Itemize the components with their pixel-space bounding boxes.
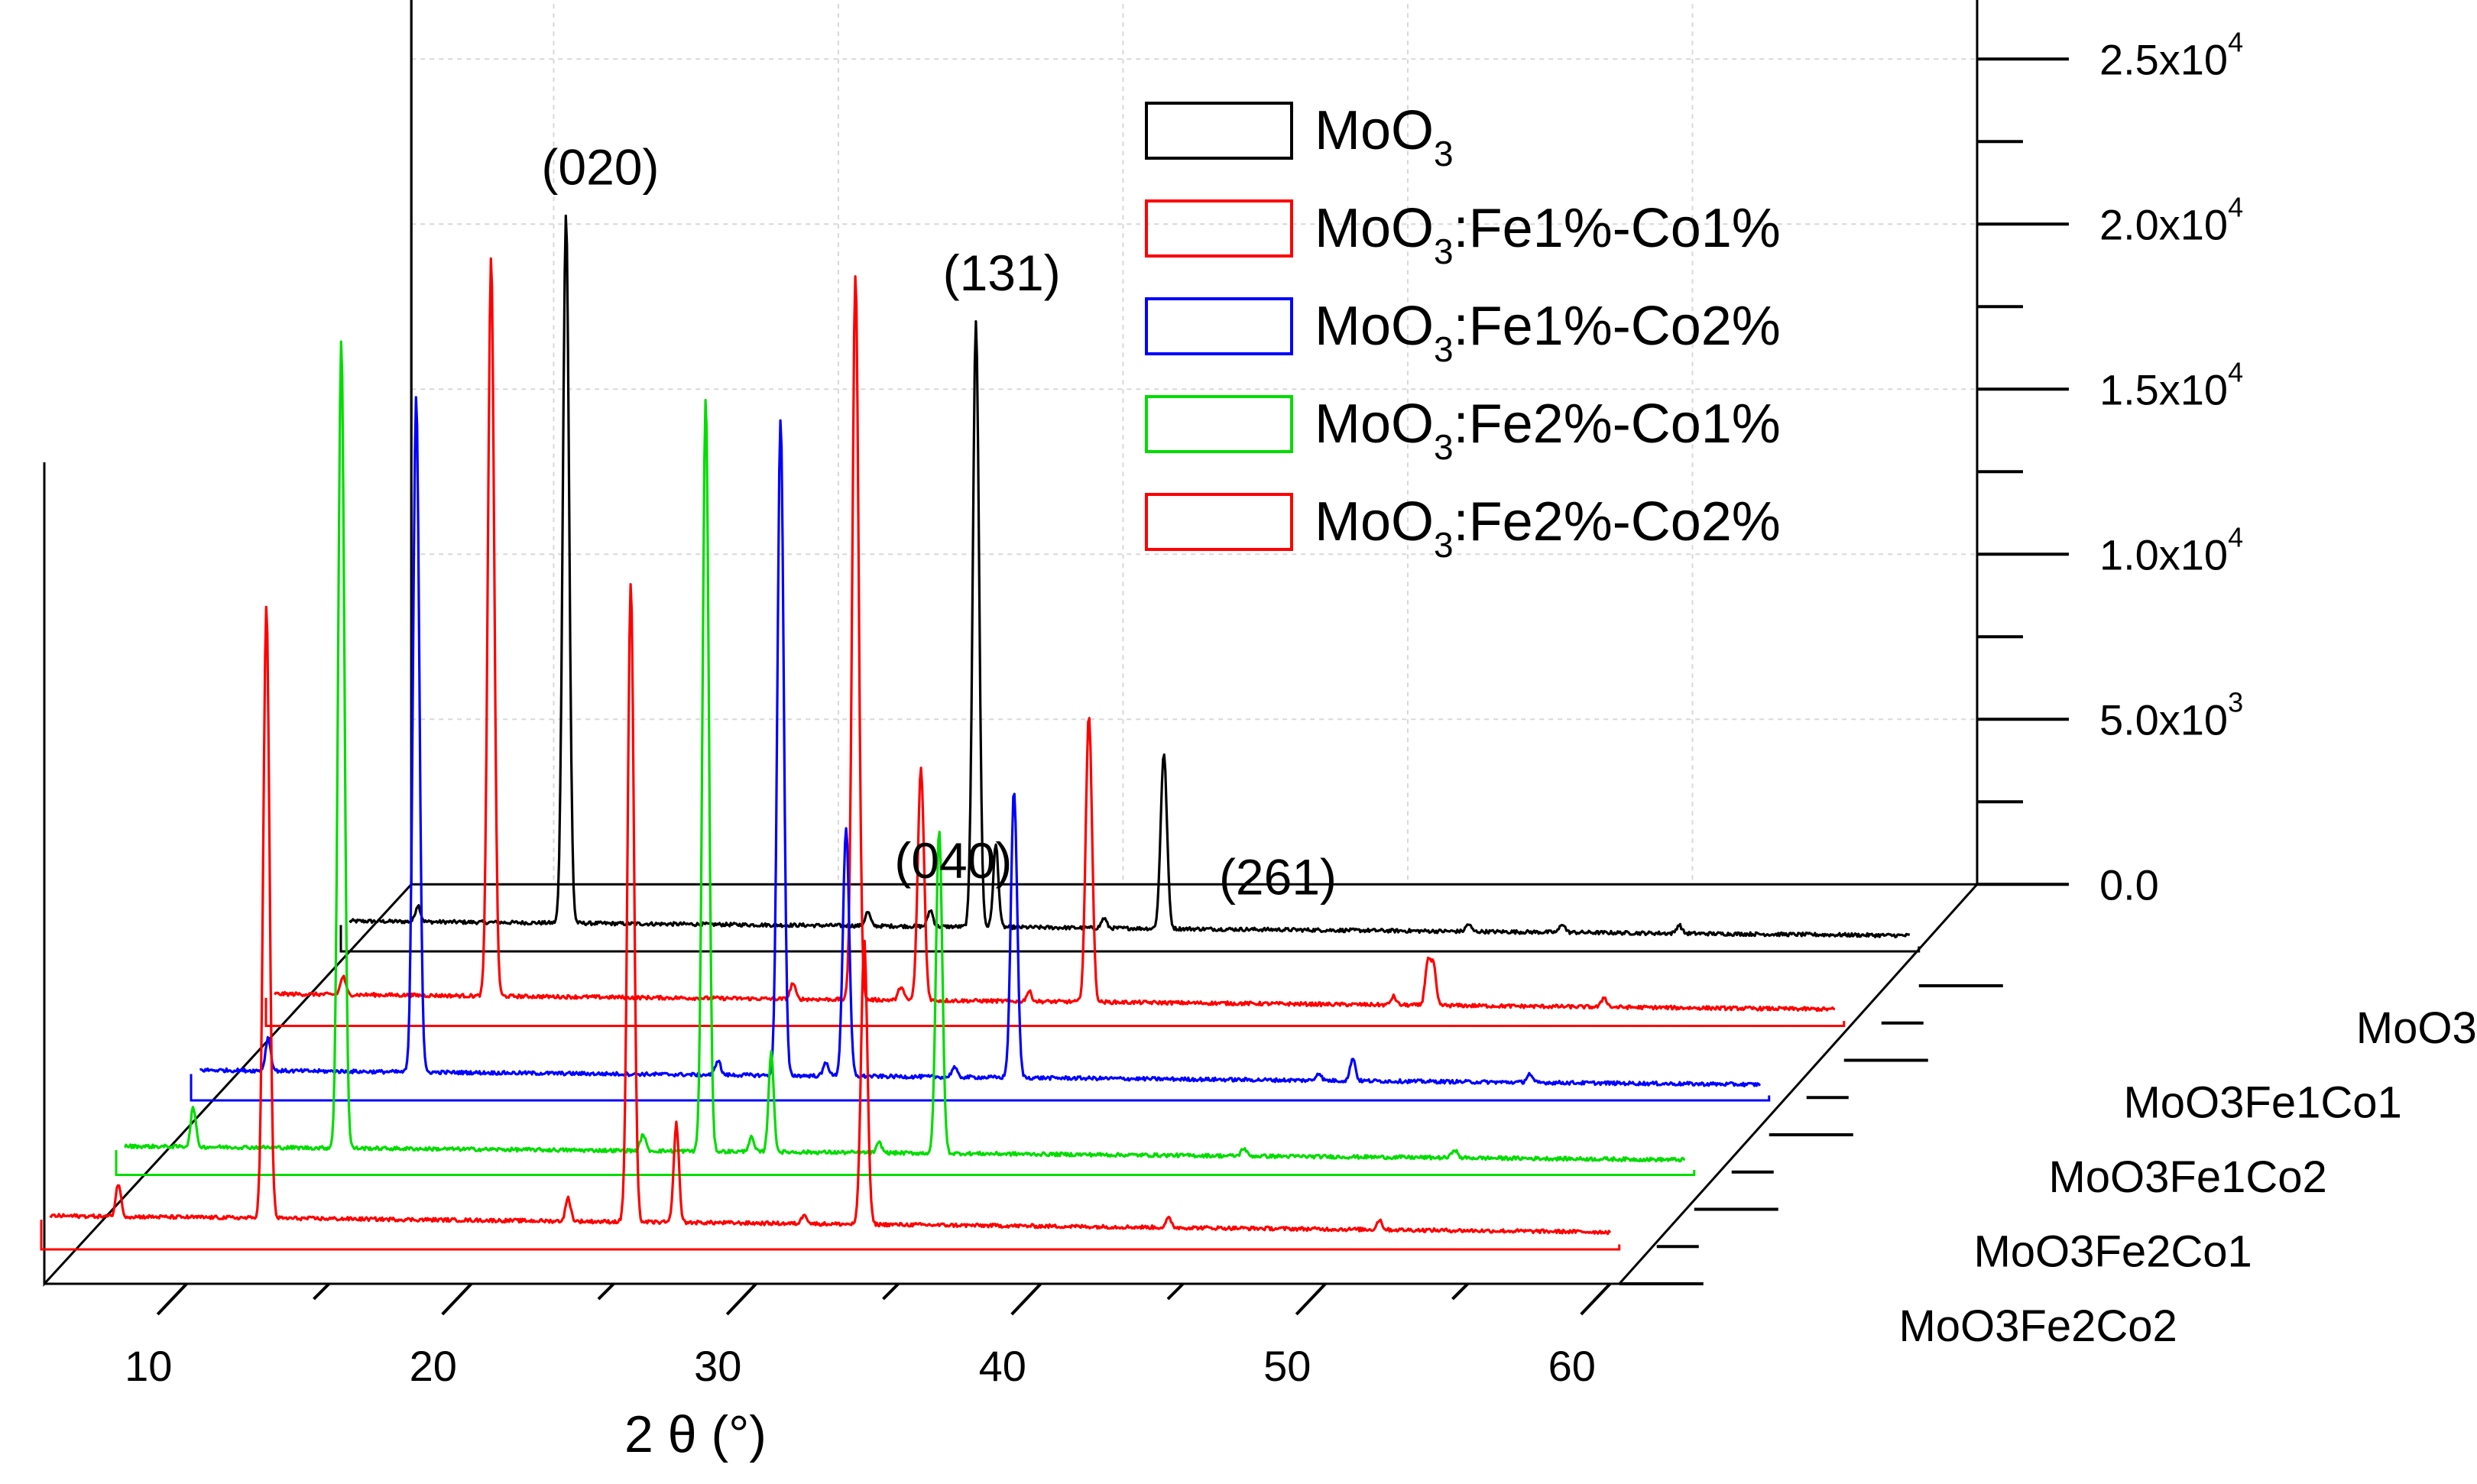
series-3 bbox=[115, 340, 1696, 1176]
legend: MoO3 MoO3:Fe1%-Co1% MoO3:Fe1%-Co2% MoO3:Fe2… bbox=[1145, 100, 1781, 565]
series-2 bbox=[190, 396, 1771, 1102]
x-tick bbox=[1010, 1282, 1042, 1316]
peak-annotation: (020) bbox=[541, 139, 659, 196]
y-tick-label: 1.5x104 bbox=[2099, 356, 2243, 413]
x-minor-tick bbox=[597, 1282, 615, 1301]
depth-tick-label: MoO3Fe2Co2 bbox=[1898, 1301, 2177, 1351]
x-tick-label: 40 bbox=[979, 1342, 1026, 1390]
x-minor-tick bbox=[882, 1282, 900, 1301]
legend-label: MoO3:Fe1%-Co2% bbox=[1315, 296, 1781, 369]
series-line bbox=[274, 257, 1836, 1013]
series-baseline-box bbox=[264, 997, 1846, 1027]
x-tick-label: 10 bbox=[125, 1342, 172, 1390]
x-axis-title: 2 θ (°) bbox=[624, 1405, 767, 1463]
series-line bbox=[349, 214, 1910, 938]
x-tick bbox=[156, 1282, 188, 1316]
series-line bbox=[123, 340, 1686, 1163]
series-line bbox=[49, 583, 1612, 1236]
legend-label: MoO3 bbox=[1315, 100, 1454, 173]
series-line bbox=[199, 396, 1762, 1087]
legend-swatch bbox=[1145, 493, 1293, 551]
x-tick bbox=[441, 1282, 473, 1316]
y-tick-label: 2.5x104 bbox=[2099, 26, 2243, 83]
y-tick-label: 0.0 bbox=[2099, 860, 2159, 909]
series-0 bbox=[339, 214, 1921, 953]
x-minor-tick bbox=[1166, 1282, 1185, 1301]
peak-annotation: (040) bbox=[894, 832, 1012, 889]
series-1 bbox=[264, 257, 1846, 1027]
y-tick-label: 5.0x103 bbox=[2099, 686, 2243, 744]
x-tick-label: 20 bbox=[410, 1342, 457, 1390]
depth-tick-label: MoO3Fe2Co1 bbox=[1973, 1227, 2252, 1277]
legend-label: MoO3:Fe2%-Co1% bbox=[1315, 394, 1781, 467]
peak-annotation: (261) bbox=[1219, 848, 1337, 905]
series-baseline-box bbox=[115, 1150, 1696, 1176]
x-minor-tick bbox=[313, 1282, 330, 1301]
series-baseline-box bbox=[40, 1220, 1621, 1251]
x-tick-label: 60 bbox=[1548, 1342, 1596, 1390]
depth-tick-label: MoO3Fe1Co1 bbox=[2123, 1078, 2401, 1128]
series-group bbox=[40, 214, 1921, 1251]
series-baseline-box bbox=[190, 1074, 1771, 1102]
legend-label: MoO3:Fe1%-Co1% bbox=[1315, 198, 1781, 271]
x-tick bbox=[725, 1282, 757, 1316]
series-baseline-box bbox=[339, 925, 1921, 953]
axes-frame bbox=[43, 0, 2069, 1316]
back-wall-outline bbox=[410, 0, 1979, 886]
legend-swatch bbox=[1145, 199, 1293, 258]
legend-swatch bbox=[1145, 395, 1293, 453]
y-tick-label: 2.0x104 bbox=[2099, 191, 2243, 248]
legend-swatch bbox=[1145, 297, 1293, 355]
x-tick bbox=[1295, 1282, 1327, 1316]
x-tick bbox=[1580, 1282, 1612, 1316]
legend-swatch bbox=[1145, 102, 1293, 160]
x-tick-label: 50 bbox=[1263, 1342, 1311, 1390]
depth-tick-label: MoO3Fe1Co2 bbox=[2048, 1152, 2326, 1202]
peak-annotation: (131) bbox=[943, 245, 1061, 301]
series-4 bbox=[40, 583, 1621, 1251]
legend-label: MoO3:Fe2%-Co2% bbox=[1315, 491, 1781, 565]
axis-labels: 0.05.0x1031.0x1041.5x1042.0x1042.5x104In… bbox=[125, 26, 2477, 1463]
depth-tick-label: MoO3 bbox=[2356, 1003, 2477, 1053]
left-wall-outline bbox=[43, 0, 413, 1287]
y-tick-label: 1.0x104 bbox=[2099, 521, 2243, 578]
x-tick-label: 30 bbox=[694, 1342, 741, 1390]
x-minor-tick bbox=[1451, 1282, 1469, 1301]
